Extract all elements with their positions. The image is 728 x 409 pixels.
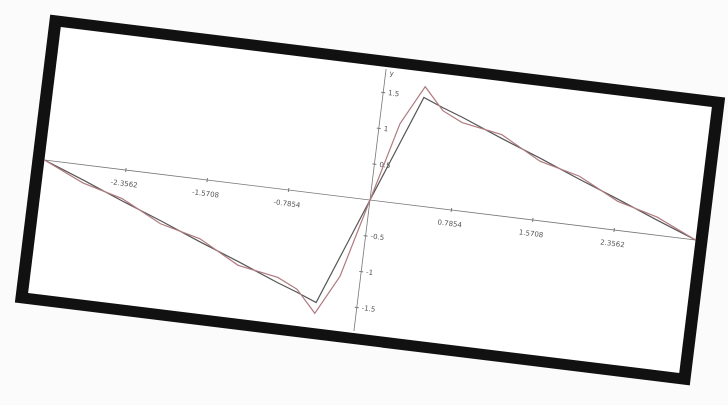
- y-tick-label: -1: [366, 268, 374, 277]
- photo: y -2.3562-1.5708-0.78540.78541.57082.356…: [0, 0, 728, 405]
- y-tick-label: -0.5: [370, 232, 385, 242]
- y-tick-label: -1.5: [361, 304, 376, 314]
- y-tick-label: 1.5: [388, 89, 400, 98]
- page: y -2.3562-1.5708-0.78540.78541.57082.356…: [0, 0, 728, 405]
